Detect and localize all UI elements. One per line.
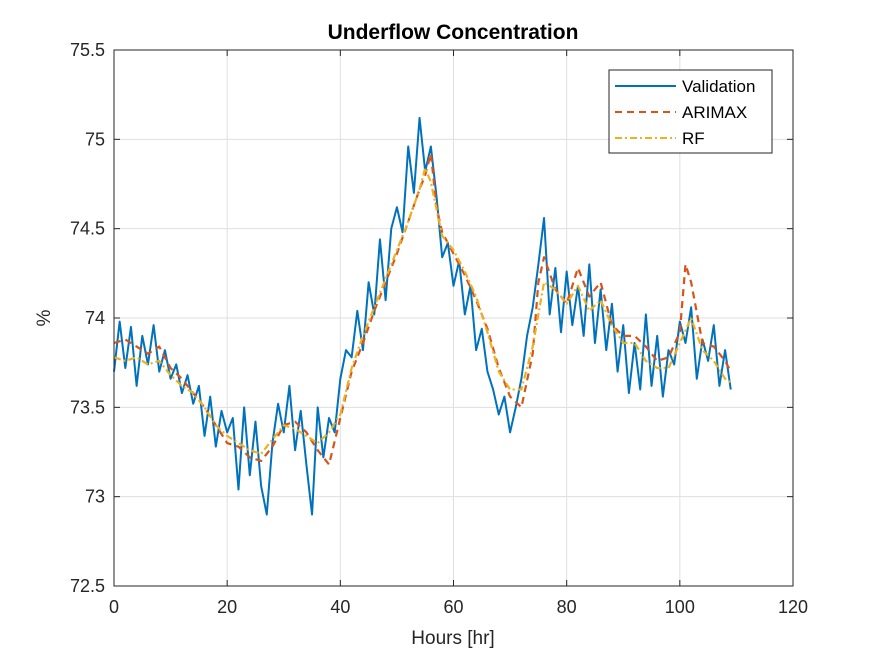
x-tick-label: 40 (330, 597, 350, 617)
chart-title: Underflow Concentration (328, 21, 579, 44)
x-tick-label: 120 (778, 597, 808, 617)
legend-box (608, 69, 773, 154)
x-tick-label: 80 (557, 597, 577, 617)
y-tick-label: 75.5 (70, 40, 105, 60)
legend-label-arimax: ARIMAX (682, 103, 747, 122)
x-axis-label: Hours [hr] (411, 628, 494, 649)
series-lines (113, 116, 732, 516)
x-tick-label: 20 (217, 597, 237, 617)
y-axis-label: % (34, 309, 55, 326)
y-tick-label: 73 (85, 487, 105, 507)
y-tick-label: 74.5 (70, 219, 105, 239)
series-line-arimax (113, 152, 732, 466)
x-tick-label: 60 (443, 597, 463, 617)
legend-label-rf: RF (682, 129, 705, 148)
legend: Validation ARIMAX RF (608, 69, 773, 154)
legend-label-validation: Validation (682, 77, 755, 96)
series-line-rf (113, 166, 732, 455)
tick-labels: 0 20 40 60 80 100 120 72.5 73 73.5 74 74.5 75 75.5 (70, 40, 808, 617)
y-tick-label: 72.5 (70, 576, 105, 596)
series-line-validation (113, 116, 732, 516)
axes (113, 49, 794, 587)
y-tick-label: 73.5 (70, 397, 105, 417)
y-tick-label: 74 (85, 308, 105, 328)
x-tick-label: 0 (109, 597, 119, 617)
x-tick-label: 100 (665, 597, 695, 617)
y-tick-label: 75 (85, 129, 105, 149)
